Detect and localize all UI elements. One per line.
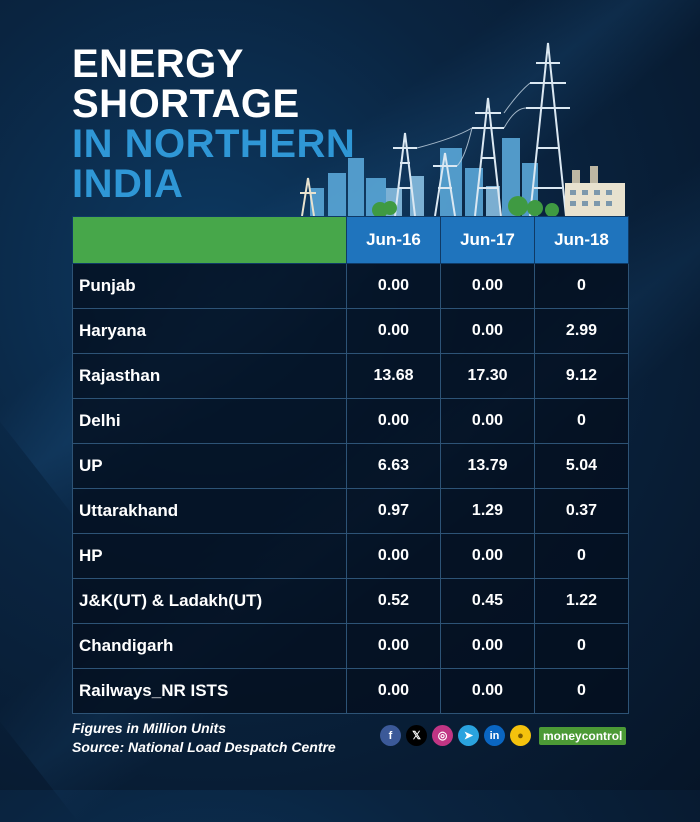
social-links: f 𝕏 ◎ ➤ in ● moneycontrol xyxy=(380,725,627,746)
brand-part: control xyxy=(581,728,623,743)
title-line: SHORTAGE xyxy=(72,82,300,126)
table-row: Railways_NR ISTS 0.00 0.00 0 xyxy=(72,668,629,714)
state-name: Haryana xyxy=(72,308,347,354)
value-cell: 0.00 xyxy=(346,308,441,354)
value-cell: 0 xyxy=(534,623,629,669)
column-header: Jun-16 xyxy=(346,216,441,264)
value-cell: 0 xyxy=(534,533,629,579)
x-icon[interactable]: 𝕏 xyxy=(406,725,427,746)
value-cell: 0.37 xyxy=(534,488,629,534)
moneycontrol-logo[interactable]: moneycontrol xyxy=(539,726,627,745)
table-row: Delhi 0.00 0.00 0 xyxy=(72,398,629,444)
table-row: Punjab 0.00 0.00 0 xyxy=(72,263,629,309)
state-name: Punjab xyxy=(72,263,347,309)
city-skyline-illustration xyxy=(300,42,625,218)
state-name: Chandigarh xyxy=(72,623,347,669)
title-line: IN NORTHERN xyxy=(72,122,356,166)
source-note: Source: National Load Despatch Centre xyxy=(72,739,336,755)
energy-shortage-table: Jun-16 Jun-17 Jun-18 Punjab 0.00 0.00 0 … xyxy=(72,216,629,714)
table-header-row: Jun-16 Jun-17 Jun-18 xyxy=(72,216,629,264)
value-cell: 0.97 xyxy=(346,488,441,534)
table-row: J&K(UT) & Ladakh(UT) 0.52 0.45 1.22 xyxy=(72,578,629,624)
value-cell: 2.99 xyxy=(534,308,629,354)
state-name: UP xyxy=(72,443,347,489)
table-row: HP 0.00 0.00 0 xyxy=(72,533,629,579)
value-cell: 9.12 xyxy=(534,353,629,399)
column-header: Jun-18 xyxy=(534,216,629,264)
value-cell: 13.79 xyxy=(440,443,535,489)
value-cell: 0.00 xyxy=(346,263,441,309)
koo-icon[interactable]: ● xyxy=(510,725,531,746)
table-row: Haryana 0.00 0.00 2.99 xyxy=(72,308,629,354)
value-cell: 0 xyxy=(534,398,629,444)
value-cell: 0.00 xyxy=(440,668,535,714)
value-cell: 0.00 xyxy=(346,668,441,714)
value-cell: 0.52 xyxy=(346,578,441,624)
value-cell: 5.04 xyxy=(534,443,629,489)
title-line: INDIA xyxy=(72,162,184,206)
state-name: Rajasthan xyxy=(72,353,347,399)
facebook-icon[interactable]: f xyxy=(380,725,401,746)
value-cell: 13.68 xyxy=(346,353,441,399)
table-row: Rajasthan 13.68 17.30 9.12 xyxy=(72,353,629,399)
instagram-icon[interactable]: ◎ xyxy=(432,725,453,746)
value-cell: 0.00 xyxy=(440,308,535,354)
telegram-icon[interactable]: ➤ xyxy=(458,725,479,746)
value-cell: 1.29 xyxy=(440,488,535,534)
value-cell: 0.00 xyxy=(440,398,535,444)
value-cell: 0.00 xyxy=(346,623,441,669)
table-row: Chandigarh 0.00 0.00 0 xyxy=(72,623,629,669)
value-cell: 0.00 xyxy=(440,533,535,579)
state-name: Railways_NR ISTS xyxy=(72,668,347,714)
state-name: Uttarakhand xyxy=(72,488,347,534)
value-cell: 0 xyxy=(534,668,629,714)
value-cell: 6.63 xyxy=(346,443,441,489)
table-row: UP 6.63 13.79 5.04 xyxy=(72,443,629,489)
units-note: Figures in Million Units xyxy=(72,720,226,736)
title-line: ENERGY xyxy=(72,42,244,86)
value-cell: 0.00 xyxy=(440,263,535,309)
brand-part: money xyxy=(543,728,582,743)
column-header: Jun-17 xyxy=(440,216,535,264)
state-name: J&K(UT) & Ladakh(UT) xyxy=(72,578,347,624)
state-name: Delhi xyxy=(72,398,347,444)
power-station-icon xyxy=(565,166,625,216)
value-cell: 0 xyxy=(534,263,629,309)
value-cell: 0.00 xyxy=(346,398,441,444)
page-title: ENERGY SHORTAGE IN NORTHERN INDIA xyxy=(72,44,355,204)
state-name: HP xyxy=(72,533,347,579)
value-cell: 0.00 xyxy=(346,533,441,579)
footer-notes: Figures in Million Units Source: Nationa… xyxy=(72,719,336,757)
value-cell: 0.00 xyxy=(440,623,535,669)
table-row: Uttarakhand 0.97 1.29 0.37 xyxy=(72,488,629,534)
value-cell: 17.30 xyxy=(440,353,535,399)
table-header-corner xyxy=(72,216,347,264)
value-cell: 0.45 xyxy=(440,578,535,624)
value-cell: 1.22 xyxy=(534,578,629,624)
linkedin-icon[interactable]: in xyxy=(484,725,505,746)
